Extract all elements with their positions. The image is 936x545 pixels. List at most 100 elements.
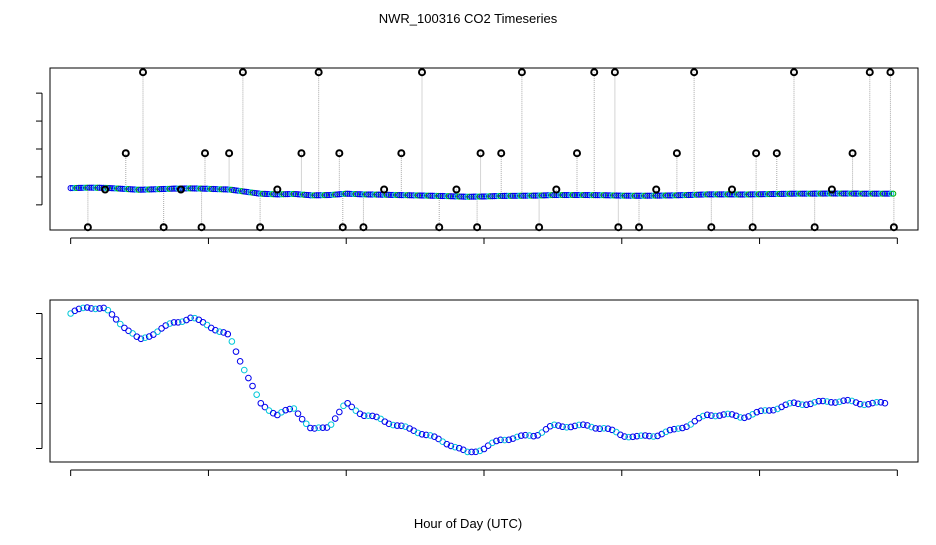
bottom-data-point (307, 424, 314, 432)
bottom-data-point (699, 412, 707, 420)
top-spike-marker (83, 223, 92, 232)
top-spike-marker (772, 149, 781, 158)
top-baseline-point (507, 192, 514, 199)
top-baseline-point (516, 192, 523, 199)
top-baseline-point (557, 191, 564, 199)
bottom-data-point (240, 366, 248, 374)
top-spike-marker (338, 223, 347, 232)
bottom-data-point (782, 401, 790, 409)
bottom-data-point (398, 422, 405, 430)
top-baseline-point (770, 190, 777, 198)
bottom-data-point (112, 316, 120, 323)
top-baseline-point (772, 190, 779, 198)
top-spike-marker (535, 223, 544, 232)
top-baseline-point (538, 192, 545, 199)
top-baseline-point (371, 191, 378, 198)
bottom-data-point (798, 401, 806, 409)
bottom-data-point (646, 432, 653, 440)
top-baseline-point (633, 192, 641, 199)
top-baseline-point (77, 184, 85, 191)
top-baseline-point (590, 192, 597, 199)
top-baseline-point (321, 192, 328, 199)
top-baseline-point (640, 192, 647, 199)
top-baseline-point (542, 192, 550, 199)
bottom-data-point (728, 411, 736, 418)
bottom-data-point (418, 430, 426, 438)
top-baseline-point (491, 193, 498, 200)
top-baseline-point (755, 191, 762, 198)
top-baseline-point (466, 193, 473, 200)
top-baseline-point (596, 192, 603, 199)
top-baseline-point (598, 192, 605, 199)
top-baseline-point (385, 191, 393, 198)
top-spike-marker (359, 223, 368, 232)
bottom-data-point (125, 327, 132, 335)
top-spike-marker (452, 185, 461, 194)
top-baseline-point (121, 185, 128, 193)
top-baseline-point (251, 189, 258, 197)
top-baseline-point (303, 191, 310, 199)
bottom-data-point (860, 401, 868, 409)
top-baseline-point (819, 190, 827, 197)
top-baseline-point (460, 193, 467, 200)
bottom-data-point (455, 444, 463, 452)
top-baseline-point (788, 190, 796, 197)
top-baseline-point (720, 191, 727, 198)
top-baseline-point (559, 191, 566, 199)
bottom-data-point (104, 306, 112, 314)
top-spike-marker (748, 223, 757, 232)
top-baseline-point (776, 190, 783, 198)
top-baseline-point (230, 187, 238, 194)
top-spike-marker (889, 223, 898, 232)
top-baseline-point (336, 191, 343, 198)
top-baseline-point (704, 191, 711, 198)
top-baseline-point (625, 192, 632, 199)
top-baseline-point (69, 184, 76, 192)
top-baseline-point (718, 191, 725, 198)
top-spike-marker (497, 149, 506, 158)
top-baseline-point (565, 191, 572, 199)
top-baseline-point (363, 191, 370, 198)
bottom-data-point (666, 426, 674, 434)
top-baseline-point (813, 190, 820, 197)
bottom-data-point (732, 412, 740, 420)
top-baseline-point (501, 192, 508, 199)
top-baseline-point (569, 191, 576, 199)
bottom-data-point (116, 320, 124, 328)
top-baseline-point (168, 185, 176, 192)
top-baseline-point (580, 191, 587, 199)
top-baseline-point (259, 190, 266, 197)
top-baseline-point (511, 192, 519, 199)
bottom-data-point (794, 400, 802, 408)
top-spike-marker (652, 185, 661, 194)
top-baseline-point (578, 191, 585, 199)
top-baseline-point (288, 190, 295, 198)
top-baseline-point (480, 193, 488, 200)
bottom-data-point (174, 319, 182, 326)
top-baseline-point (623, 192, 630, 199)
top-baseline-point (846, 190, 853, 197)
top-baseline-point (195, 185, 202, 192)
bottom-data-point (716, 412, 723, 419)
top-baseline-point (852, 190, 860, 197)
top-spike-marker (790, 68, 798, 77)
top-baseline-point (123, 185, 130, 193)
top-baseline-point (377, 191, 384, 198)
bottom-data-point (724, 410, 732, 418)
top-baseline-point (817, 190, 824, 197)
bottom-data-point (600, 424, 608, 432)
bottom-data-point (261, 403, 269, 411)
top-baseline-point (418, 192, 426, 199)
top-spike-marker (610, 68, 619, 77)
top-baseline-point (782, 190, 789, 197)
top-baseline-point (131, 186, 138, 193)
top-baseline-point (834, 190, 841, 197)
top-spike-marker (848, 149, 857, 158)
top-baseline-point (218, 186, 225, 193)
top-baseline-point (644, 192, 651, 199)
bottom-data-point (679, 424, 686, 432)
top-baseline-point (443, 193, 450, 200)
top-baseline-point (631, 192, 638, 199)
top-baseline-point (745, 191, 752, 198)
bottom-data-point (212, 326, 219, 334)
